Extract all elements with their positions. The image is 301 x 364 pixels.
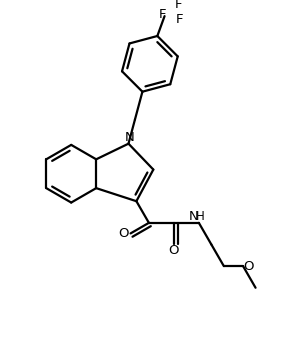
Text: O: O xyxy=(244,260,254,273)
Text: O: O xyxy=(119,227,129,240)
Text: F: F xyxy=(176,12,184,25)
Text: F: F xyxy=(174,0,182,11)
Text: H: H xyxy=(195,210,204,223)
Text: O: O xyxy=(169,244,179,257)
Text: F: F xyxy=(159,8,166,21)
Text: N: N xyxy=(189,210,199,223)
Text: N: N xyxy=(125,131,134,145)
